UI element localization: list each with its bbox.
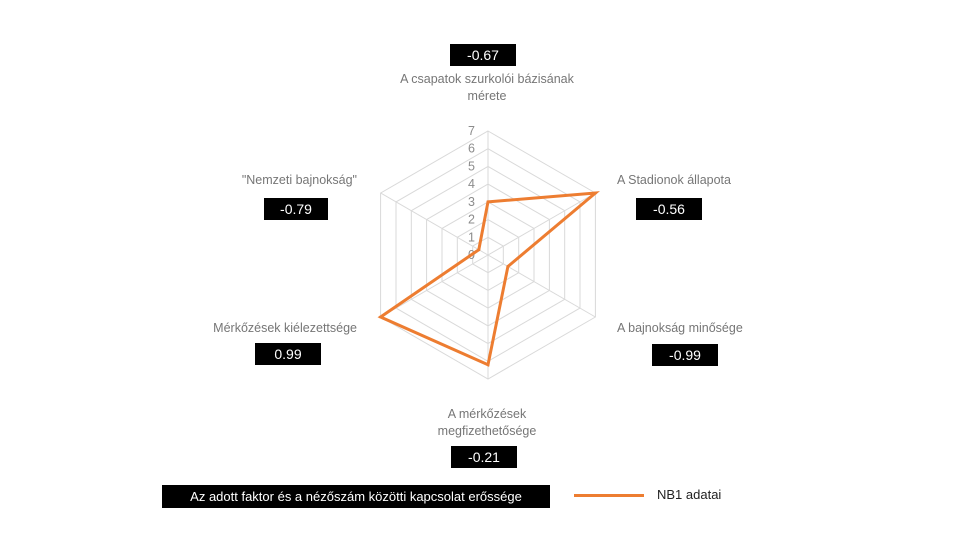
- relationship-legend-box: Az adott faktor és a nézőszám közötti ka…: [162, 485, 550, 508]
- data-point-3: [506, 265, 510, 268]
- axis-label-competitiveness: Mérkőzések kiélezettsége: [213, 321, 357, 335]
- data-point-2: [593, 191, 597, 195]
- correlation-badge-affordability: -0.21: [451, 446, 517, 468]
- correlation-badge-league-quality: -0.99: [652, 344, 718, 366]
- tick-label-1: 1: [468, 230, 475, 244]
- axis-label-affordability: A mérkőzések megfizethetősége: [437, 407, 537, 438]
- tick-label-3: 3: [468, 195, 475, 209]
- axis-spoke-2: [487, 192, 596, 256]
- axis-label-stadium: A Stadionok állapota: [617, 173, 731, 187]
- axis-label-league-quality: A bajnokság minősége: [617, 321, 743, 335]
- axis-label-fan-base: A csapatok szurkolói bázisának mérete: [400, 72, 574, 103]
- correlation-badge-competitiveness: 0.99: [255, 343, 321, 365]
- data-point-5: [379, 315, 383, 319]
- axis-label-national-league: "Nemzeti bajnokság": [241, 173, 357, 187]
- data-point-6: [477, 248, 481, 252]
- legend-series-label: NB1 adatai: [657, 487, 722, 502]
- axis-spoke-6: [380, 192, 489, 256]
- correlation-badge-stadium: -0.56: [636, 198, 702, 220]
- tick-label-7: 7: [468, 124, 475, 138]
- axis-spoke-5: [380, 254, 489, 318]
- data-point-4: [486, 363, 490, 367]
- correlation-badge-fan-base: -0.67: [450, 44, 516, 66]
- tick-label-6: 6: [468, 142, 475, 156]
- tick-label-4: 4: [468, 177, 475, 191]
- tick-label-5: 5: [468, 159, 475, 173]
- axis-spoke-3: [487, 254, 596, 318]
- data-point-1: [486, 200, 490, 204]
- tick-label-2: 2: [468, 213, 475, 227]
- legend-series-swatch: [574, 494, 644, 497]
- correlation-badge-national-league: -0.79: [264, 198, 328, 220]
